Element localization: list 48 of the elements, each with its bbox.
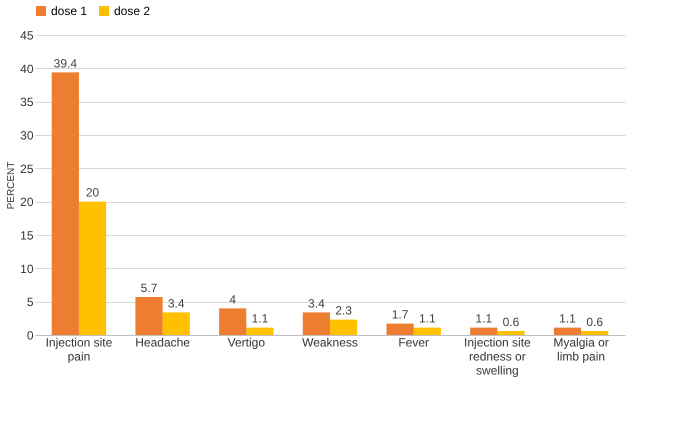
data-label: 2.3 <box>335 304 352 318</box>
bar <box>246 328 274 335</box>
data-label: 1.1 <box>418 312 436 326</box>
bar <box>78 202 106 335</box>
bar <box>330 320 358 335</box>
x-tick-label: Injection site redness or swelling <box>464 336 532 378</box>
x-tick-label: Myalgia or limb pain <box>553 336 609 364</box>
y-tick-label: 15 <box>20 228 34 242</box>
x-tick-label: Headache <box>135 336 190 350</box>
x-tick-label: Weakness <box>302 336 358 350</box>
data-label: 1.1 <box>559 312 576 326</box>
y-tick-label: 30 <box>20 128 34 142</box>
y-axis-title: PERCENT <box>6 162 18 210</box>
bar <box>581 331 608 335</box>
x-tick-label: Injection site pain <box>46 336 113 364</box>
x-tick-label: Vertigo <box>228 336 266 350</box>
bar <box>219 308 246 335</box>
data-label: 1.1 <box>475 312 492 326</box>
bar <box>386 324 414 335</box>
data-label: 1.1 <box>252 312 269 326</box>
data-label: 0.6 <box>586 315 604 329</box>
y-tick-label: 5 <box>26 295 34 310</box>
bar <box>554 328 582 335</box>
y-tick-label: 40 <box>20 62 34 76</box>
data-label: 3.4 <box>168 296 185 310</box>
data-label: 0.6 <box>502 315 520 329</box>
data-label: 1.7 <box>392 308 409 322</box>
y-tick-label: 35 <box>20 95 34 110</box>
legend-label: dose 2 <box>114 4 150 18</box>
bar <box>162 312 190 335</box>
bar <box>470 328 498 335</box>
y-tick-label: 10 <box>20 262 34 276</box>
y-tick-label: 0 <box>26 328 34 342</box>
x-tick-label: Fever <box>398 336 430 350</box>
data-label: 20 <box>86 186 100 200</box>
data-label: 3.4 <box>308 296 326 310</box>
data-label: 39.4 <box>54 56 78 70</box>
bar <box>52 72 79 335</box>
bar <box>135 297 163 335</box>
bar <box>497 331 525 335</box>
y-tick-label: 20 <box>20 195 34 210</box>
legend-label: dose 1 <box>51 4 88 18</box>
data-label: 4 <box>229 292 236 306</box>
data-label: 5.7 <box>140 281 158 295</box>
y-tick-label: 25 <box>20 162 34 176</box>
bar <box>302 312 330 335</box>
y-tick-label: 45 <box>20 28 34 42</box>
bar <box>414 328 441 335</box>
